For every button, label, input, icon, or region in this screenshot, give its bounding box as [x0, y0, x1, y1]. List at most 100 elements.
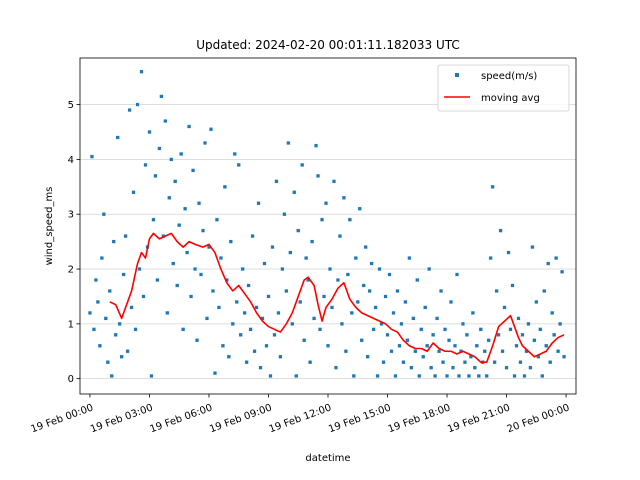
scatter-point	[462, 360, 467, 365]
scatter-point	[405, 338, 410, 343]
x-tick-label: 19 Feb 09:00	[208, 402, 273, 435]
scatter-point	[119, 354, 124, 359]
scatter-point	[147, 130, 152, 134]
scatter-point	[183, 206, 188, 211]
scatter-point	[129, 305, 134, 310]
scatter-point	[95, 299, 100, 304]
scatter-point	[133, 327, 138, 332]
scatter-point	[258, 365, 263, 370]
scatter-point	[155, 278, 160, 282]
scatter-point	[304, 256, 309, 261]
scatter-point	[322, 294, 326, 299]
scatter-point	[177, 223, 182, 228]
x-tick-label: 19 Feb 12:00	[268, 402, 333, 435]
scatter-point	[171, 261, 176, 266]
scatter-point	[395, 289, 400, 293]
scatter-point	[357, 206, 362, 211]
scatter-point	[508, 327, 513, 332]
scatter-point	[89, 154, 94, 159]
scatter-point	[393, 373, 398, 378]
scatter-point	[443, 327, 448, 332]
scatter-point	[375, 373, 380, 378]
scatter-point	[532, 338, 537, 343]
scatter-point	[341, 195, 346, 200]
scatter-point	[159, 94, 164, 99]
scatter-point	[300, 162, 305, 167]
scatter-point	[560, 269, 565, 274]
scatter-point	[484, 373, 489, 378]
x-tick-label: 19 Feb 06:00	[149, 402, 214, 435]
scatter-point	[97, 343, 102, 348]
scatter-point	[226, 354, 231, 359]
grid-lines	[80, 104, 576, 380]
scatter-point	[93, 278, 98, 282]
scatter-point	[91, 327, 96, 332]
scatter-point	[558, 321, 563, 326]
scatter-point	[107, 289, 112, 293]
scatter-point	[363, 245, 368, 250]
scatter-point	[199, 272, 203, 277]
scatter-point	[302, 338, 307, 343]
scatter-point	[246, 283, 251, 288]
scatter-point	[397, 343, 402, 348]
scatter-point	[137, 267, 142, 271]
scatter-point	[556, 349, 561, 354]
scatter-series	[87, 69, 567, 378]
scatter-point	[125, 349, 130, 354]
scatter-point	[187, 124, 192, 129]
scatter-point	[165, 310, 170, 315]
scatter-point	[314, 143, 319, 148]
scatter-point	[528, 365, 533, 370]
scatter-point	[456, 373, 461, 378]
scatter-point	[87, 310, 92, 315]
moving-avg-series	[109, 232, 565, 364]
scatter-point	[143, 162, 148, 167]
scatter-point	[550, 310, 555, 315]
scatter-point	[530, 245, 535, 250]
scatter-point	[369, 261, 374, 266]
scatter-point	[401, 360, 406, 365]
scatter-point	[421, 354, 426, 359]
scatter-point	[355, 299, 360, 304]
scatter-point	[347, 217, 352, 222]
scatter-point	[466, 373, 471, 378]
scatter-point	[210, 289, 215, 293]
legend-box	[437, 64, 570, 112]
scatter-point	[214, 217, 219, 222]
scatter-point	[339, 321, 344, 326]
scatter-point	[526, 321, 531, 326]
scatter-point	[220, 343, 225, 348]
scatter-point	[203, 141, 207, 145]
scatter-point	[131, 190, 136, 195]
scatter-point	[216, 305, 221, 310]
scatter-point	[441, 360, 446, 365]
scatter-point	[478, 327, 483, 332]
scatter-point	[201, 228, 205, 233]
scatter-point	[403, 299, 408, 304]
scatter-point	[562, 354, 567, 359]
scatter-point	[127, 108, 132, 113]
scatter-point	[212, 371, 217, 376]
scatter-point	[191, 168, 196, 173]
scatter-point	[117, 321, 122, 326]
scatter-point	[496, 332, 501, 337]
scatter-point	[359, 338, 364, 343]
scatter-point	[236, 162, 241, 167]
legend-label-moving-avg: moving avg	[481, 93, 540, 104]
scatter-point	[490, 184, 495, 189]
scatter-point	[488, 256, 493, 261]
scatter-point	[181, 327, 186, 332]
scatter-point	[449, 299, 453, 304]
scatter-point	[455, 272, 459, 277]
scatter-point	[256, 201, 261, 206]
scatter-point	[240, 267, 245, 271]
scatter-point	[115, 135, 120, 140]
scatter-point	[189, 294, 194, 299]
scatter-point	[153, 173, 158, 178]
scatter-point	[141, 294, 146, 299]
scatter-point	[123, 234, 128, 239]
scatter-point	[272, 332, 277, 337]
scatter-point	[437, 349, 442, 354]
scatter-point	[464, 332, 469, 337]
